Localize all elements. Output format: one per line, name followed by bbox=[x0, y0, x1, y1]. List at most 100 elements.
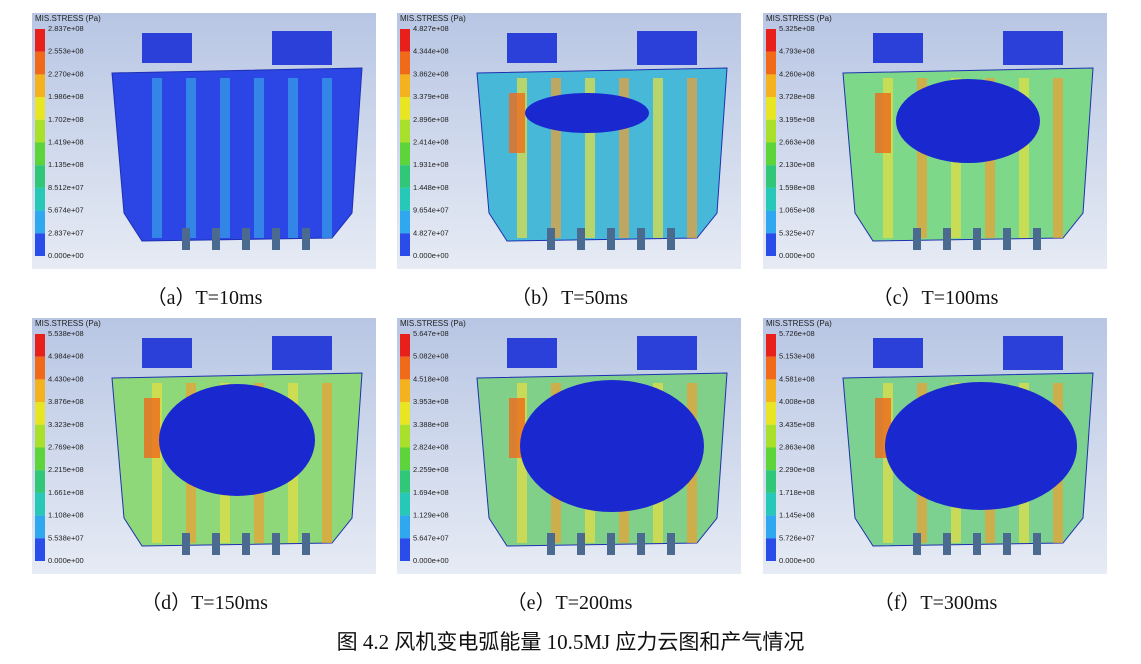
legend-label: 9.654e+07 bbox=[413, 206, 449, 215]
leg bbox=[242, 533, 250, 555]
rib bbox=[585, 78, 595, 238]
legend-band bbox=[400, 379, 410, 403]
stress-image: MIS.STRESS (Pa)2.837e+08 2.553e+08 2.270e+… bbox=[32, 13, 376, 269]
legend-label: 4.008e+08 bbox=[779, 397, 815, 406]
leg bbox=[607, 533, 615, 555]
legend-band bbox=[35, 210, 45, 234]
top-box bbox=[507, 33, 557, 63]
legend-band bbox=[35, 379, 45, 403]
legend-band bbox=[35, 165, 45, 188]
legend-band bbox=[400, 51, 410, 75]
leg bbox=[1033, 533, 1041, 555]
rib bbox=[883, 383, 893, 543]
gas-region bbox=[525, 93, 649, 133]
top-box bbox=[272, 336, 332, 370]
legend-band bbox=[35, 97, 45, 120]
legend-band bbox=[766, 51, 776, 75]
stress-image: MIS.STRESS (Pa)5.726e+08 5.153e+08 4.581e+… bbox=[763, 318, 1107, 574]
legend-label: 3.388e+08 bbox=[413, 420, 449, 429]
legend-label: 4.260e+08 bbox=[779, 69, 815, 78]
legend-band bbox=[35, 356, 45, 380]
legend-label: 2.130e+08 bbox=[779, 160, 815, 169]
panel-caption: （b）T=50ms bbox=[511, 287, 628, 309]
legend-label: 1.931e+08 bbox=[413, 160, 449, 169]
leg bbox=[1003, 533, 1011, 555]
legend-band bbox=[35, 538, 45, 561]
legend-label: 4.581e+08 bbox=[779, 374, 815, 383]
legend-label: 1.448e+08 bbox=[413, 183, 449, 192]
legend-band bbox=[766, 492, 776, 516]
legend-band bbox=[400, 492, 410, 516]
legend-band bbox=[35, 233, 45, 256]
legend-band bbox=[35, 492, 45, 516]
legend-label: 1.661e+08 bbox=[48, 488, 84, 497]
legend-title: MIS.STRESS (Pa) bbox=[35, 319, 101, 328]
legend-band bbox=[766, 29, 776, 52]
legend-label: 4.827e+07 bbox=[413, 228, 449, 237]
legend-band bbox=[35, 515, 45, 539]
figure-caption: 图 4.2 风机变电弧能量 10.5MJ 应力云图和产气情况 bbox=[336, 630, 805, 654]
gas-region bbox=[885, 382, 1077, 510]
legend-label: 1.135e+08 bbox=[48, 160, 84, 169]
legend-band bbox=[400, 470, 410, 493]
top-box bbox=[142, 33, 192, 63]
rib bbox=[917, 78, 927, 238]
leg bbox=[973, 228, 981, 250]
legend-band bbox=[35, 470, 45, 493]
legend-band bbox=[766, 538, 776, 561]
top-box bbox=[1003, 336, 1063, 370]
legend-band bbox=[766, 356, 776, 380]
legend-label: 3.876e+08 bbox=[48, 397, 84, 406]
legend-label: 3.195e+08 bbox=[779, 115, 815, 124]
legend-label: 2.553e+08 bbox=[48, 47, 84, 56]
legend-label: 1.986e+08 bbox=[48, 92, 84, 101]
rib bbox=[288, 78, 298, 238]
legend-band bbox=[766, 210, 776, 234]
legend-band bbox=[400, 74, 410, 98]
legend-band bbox=[766, 379, 776, 403]
legend-label: 2.824e+08 bbox=[413, 442, 449, 451]
legend-label: 5.538e+08 bbox=[48, 329, 84, 338]
legend-label: 5.726e+08 bbox=[779, 329, 815, 338]
legend-label: 3.435e+08 bbox=[779, 420, 815, 429]
legend-label: 1.718e+08 bbox=[779, 488, 815, 497]
leg bbox=[547, 533, 555, 555]
leg bbox=[212, 533, 220, 555]
legend-band bbox=[35, 424, 45, 448]
panel-caption: （c）T=100ms bbox=[872, 287, 999, 309]
legend-label: 2.290e+08 bbox=[779, 465, 815, 474]
top-box bbox=[1003, 31, 1063, 65]
legend-label: 1.129e+08 bbox=[413, 511, 449, 520]
legend-band bbox=[35, 74, 45, 98]
legend-band bbox=[766, 165, 776, 188]
legend-label: 1.598e+08 bbox=[779, 183, 815, 192]
leg bbox=[973, 533, 981, 555]
leg bbox=[577, 228, 585, 250]
legend-label: 1.065e+08 bbox=[779, 206, 815, 215]
rib bbox=[883, 78, 893, 238]
legend-band bbox=[400, 142, 410, 166]
legend-label: 5.325e+07 bbox=[779, 228, 815, 237]
stress-image: MIS.STRESS (Pa)5.647e+08 5.082e+08 4.518e+… bbox=[397, 318, 741, 574]
rib bbox=[551, 78, 561, 238]
hot-zone bbox=[509, 93, 525, 153]
leg bbox=[943, 228, 951, 250]
rib bbox=[254, 78, 264, 238]
legend-title: MIS.STRESS (Pa) bbox=[766, 14, 832, 23]
legend-band bbox=[400, 29, 410, 52]
leg bbox=[302, 533, 310, 555]
legend-title: MIS.STRESS (Pa) bbox=[35, 14, 101, 23]
legend-band bbox=[400, 356, 410, 380]
legend-label: 5.325e+08 bbox=[779, 24, 815, 33]
legend-label: 4.984e+08 bbox=[48, 352, 84, 361]
legend-label: 1.145e+08 bbox=[779, 511, 815, 520]
legend-label: 1.694e+08 bbox=[413, 488, 449, 497]
legend-label: 2.837e+07 bbox=[48, 228, 84, 237]
legend-band bbox=[400, 402, 410, 425]
top-box bbox=[873, 338, 923, 368]
legend-band bbox=[766, 334, 776, 357]
leg bbox=[637, 533, 645, 555]
rib bbox=[322, 78, 332, 238]
legend-band bbox=[400, 515, 410, 539]
rib bbox=[653, 78, 663, 238]
